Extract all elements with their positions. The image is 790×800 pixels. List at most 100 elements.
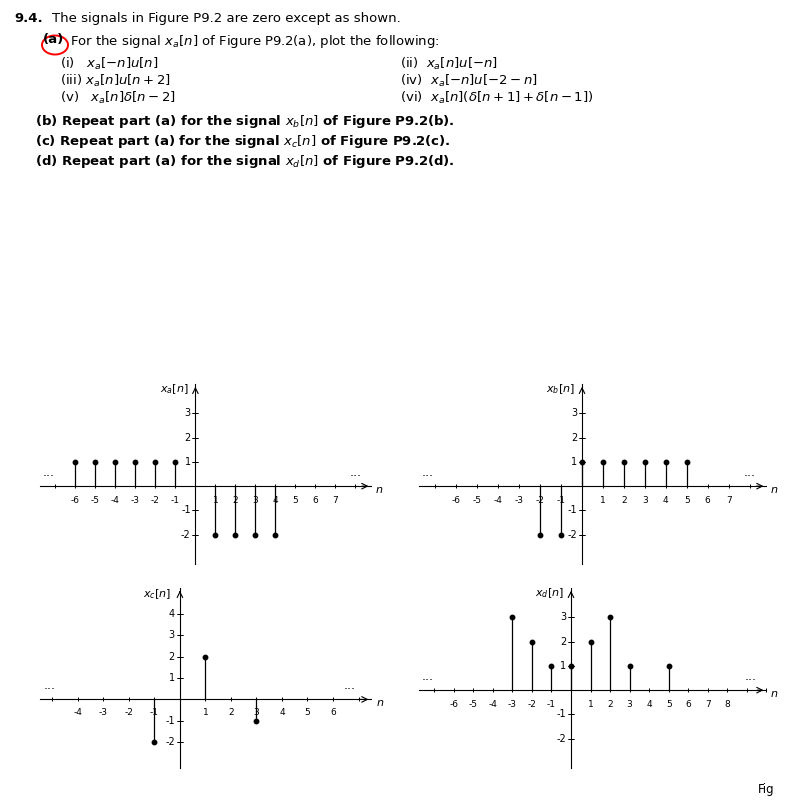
Text: ...: ... <box>745 670 757 683</box>
Text: (c) Repeat part (a) for the signal $x_c[n]$ of Figure P9.2(c).: (c) Repeat part (a) for the signal $x_c[… <box>35 133 450 150</box>
Text: 4: 4 <box>646 700 652 710</box>
Text: -2: -2 <box>181 530 190 540</box>
Text: -1: -1 <box>547 700 556 710</box>
Text: -5: -5 <box>469 700 478 710</box>
Text: For the signal $x_a[n]$ of Figure P9.2(a), plot the following:: For the signal $x_a[n]$ of Figure P9.2(a… <box>70 33 440 50</box>
Text: 4: 4 <box>279 708 284 718</box>
Text: ...: ... <box>422 466 434 479</box>
Text: ...: ... <box>43 678 55 692</box>
Text: -1: -1 <box>165 716 175 726</box>
Text: (b): (b) <box>584 597 601 610</box>
Text: -2: -2 <box>556 734 566 744</box>
Text: -6: -6 <box>452 496 461 506</box>
Text: (i)   $x_a[-n]u[n]$: (i) $x_a[-n]u[n]$ <box>60 56 159 72</box>
Text: -2: -2 <box>528 700 536 710</box>
Text: -4: -4 <box>73 708 82 718</box>
Text: 2: 2 <box>168 651 175 662</box>
Text: 2: 2 <box>608 700 613 710</box>
Text: 3: 3 <box>642 496 648 506</box>
Text: 6: 6 <box>705 496 710 506</box>
Text: (a): (a) <box>43 33 64 46</box>
Text: 4: 4 <box>273 496 278 506</box>
Text: 6: 6 <box>330 708 336 718</box>
Text: 7: 7 <box>726 496 732 506</box>
Text: -3: -3 <box>515 496 524 506</box>
Text: -4: -4 <box>111 496 120 506</box>
Text: -2: -2 <box>124 708 134 718</box>
Text: (a): (a) <box>197 597 214 610</box>
Text: 3: 3 <box>254 708 259 718</box>
Text: $x_a[n]$: $x_a[n]$ <box>160 382 188 396</box>
Text: ...: ... <box>43 466 55 479</box>
Text: 4: 4 <box>663 496 668 506</box>
Text: -1: -1 <box>181 506 190 515</box>
Text: 8: 8 <box>724 700 730 710</box>
Text: 2: 2 <box>184 433 190 442</box>
Text: 6: 6 <box>313 496 318 506</box>
Text: (iii) $x_a[n]u[n + 2]$: (iii) $x_a[n]u[n + 2]$ <box>60 73 171 89</box>
Text: $x_c[n]$: $x_c[n]$ <box>143 587 171 602</box>
Text: -1: -1 <box>556 710 566 719</box>
Text: 5: 5 <box>305 708 310 718</box>
Text: 2: 2 <box>621 496 626 506</box>
Text: ...: ... <box>343 678 356 692</box>
Text: 3: 3 <box>169 630 175 640</box>
Text: Fig: Fig <box>758 783 774 796</box>
Text: -6: -6 <box>450 700 458 710</box>
Text: (d) Repeat part (a) for the signal $x_d[n]$ of Figure P9.2(d).: (d) Repeat part (a) for the signal $x_d[… <box>35 153 454 170</box>
Text: -1: -1 <box>171 496 180 506</box>
Text: ...: ... <box>422 670 434 683</box>
Text: 7: 7 <box>705 700 710 710</box>
Text: 3: 3 <box>560 612 566 622</box>
Text: -1: -1 <box>567 506 577 515</box>
Text: -1: -1 <box>150 708 159 718</box>
Text: $n$: $n$ <box>770 689 778 699</box>
Text: 3: 3 <box>626 700 633 710</box>
Text: 7: 7 <box>333 496 338 506</box>
Text: (iv)  $x_a[-n]u[-2 - n]$: (iv) $x_a[-n]u[-2 - n]$ <box>400 73 538 89</box>
Text: -4: -4 <box>494 496 502 506</box>
Text: 3: 3 <box>571 408 577 418</box>
Text: -5: -5 <box>473 496 482 506</box>
Text: -2: -2 <box>536 496 544 506</box>
Text: 3: 3 <box>185 408 190 418</box>
Text: 3: 3 <box>253 496 258 506</box>
Text: ...: ... <box>743 466 755 479</box>
Text: -3: -3 <box>99 708 107 718</box>
Text: 1: 1 <box>213 496 218 506</box>
Text: The signals in Figure P9.2 are zero except as shown.: The signals in Figure P9.2 are zero exce… <box>52 12 401 25</box>
Text: 5: 5 <box>666 700 672 710</box>
Text: -6: -6 <box>71 496 80 506</box>
Text: 1: 1 <box>202 708 209 718</box>
Text: 9.4.: 9.4. <box>14 12 43 25</box>
Text: -2: -2 <box>567 530 577 540</box>
Text: 1: 1 <box>588 700 593 710</box>
Text: $n$: $n$ <box>770 485 779 495</box>
Text: 1: 1 <box>571 457 577 467</box>
Text: 6: 6 <box>685 700 691 710</box>
Text: 4: 4 <box>169 609 175 618</box>
Text: 5: 5 <box>684 496 690 506</box>
Text: (ii)  $x_a[n]u[-n]$: (ii) $x_a[n]u[-n]$ <box>400 56 498 72</box>
Text: -5: -5 <box>91 496 100 506</box>
Text: -3: -3 <box>131 496 140 506</box>
Text: 1: 1 <box>600 496 606 506</box>
Text: 2: 2 <box>228 708 234 718</box>
Text: $n$: $n$ <box>375 485 384 495</box>
Text: 2: 2 <box>232 496 239 506</box>
Text: (vi)  $x_a[n](\delta[n + 1] + \delta[n - 1])$: (vi) $x_a[n](\delta[n + 1] + \delta[n - … <box>400 90 593 106</box>
Text: 2: 2 <box>571 433 577 442</box>
Text: -2: -2 <box>151 496 160 506</box>
Text: 1: 1 <box>169 673 175 683</box>
Text: 5: 5 <box>292 496 298 506</box>
Text: $x_b[n]$: $x_b[n]$ <box>546 382 574 396</box>
Text: 2: 2 <box>560 637 566 646</box>
Text: (v)   $x_a[n]\delta[n - 2]$: (v) $x_a[n]\delta[n - 2]$ <box>60 90 176 106</box>
Text: (b) Repeat part (a) for the signal $x_b[n]$ of Figure P9.2(b).: (b) Repeat part (a) for the signal $x_b[… <box>35 113 454 130</box>
Text: ...: ... <box>349 466 361 479</box>
Text: -4: -4 <box>488 700 498 710</box>
Text: $n$: $n$ <box>376 698 385 708</box>
Text: -1: -1 <box>557 496 566 506</box>
Text: 1: 1 <box>185 457 190 467</box>
Text: $x_d[n]$: $x_d[n]$ <box>536 586 564 600</box>
